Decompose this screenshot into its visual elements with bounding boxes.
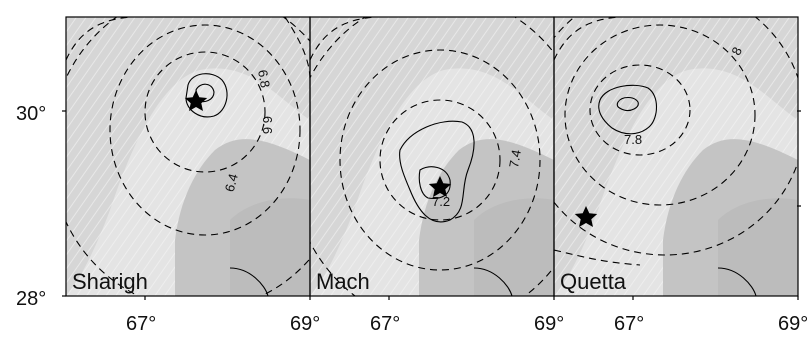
star-marker bbox=[574, 206, 598, 227]
contour-label: 7.8 bbox=[624, 132, 642, 147]
lon-tick-label: 69° bbox=[290, 313, 320, 335]
panel-label: Mach bbox=[316, 269, 370, 294]
sea-area-east bbox=[718, 198, 798, 296]
contour-label: 6.8 bbox=[255, 69, 273, 89]
map-panel-mach: 7.4 7.2 Mach bbox=[310, 17, 554, 296]
tick-marks bbox=[62, 110, 801, 300]
star-marker bbox=[428, 176, 452, 197]
lon-tick-label: 69° bbox=[534, 313, 564, 335]
lon-tick-label: 67° bbox=[126, 313, 156, 335]
lon-tick-label: 67° bbox=[370, 313, 400, 335]
dashed-contours bbox=[310, 17, 554, 296]
star-marker bbox=[184, 90, 208, 111]
panel-label: Sharigh bbox=[72, 269, 148, 294]
lat-tick-label: 28° bbox=[16, 288, 46, 310]
panel-label: Quetta bbox=[560, 269, 627, 294]
panel-frames bbox=[65, 16, 799, 297]
lat-tick-label: 30° bbox=[16, 103, 46, 125]
contour-label: 6.4 bbox=[222, 172, 241, 193]
map-panel-sharigh: 6.8 6.6 6.4 Sharigh bbox=[66, 17, 310, 296]
contour-label: 7.4 bbox=[506, 149, 524, 169]
lon-tick-label: 67° bbox=[614, 313, 644, 335]
contour-label: 7.2 bbox=[432, 194, 450, 209]
dashed-contours bbox=[554, 17, 798, 266]
map-panel-quetta: 8 7.8 Quetta bbox=[554, 17, 798, 296]
solid-contours bbox=[399, 120, 513, 296]
sea-area-east bbox=[474, 198, 554, 296]
sea-area-east bbox=[230, 198, 310, 296]
solid-contours bbox=[598, 84, 757, 296]
lon-tick-label: 69° bbox=[778, 313, 808, 335]
contour-label: 6.6 bbox=[260, 116, 275, 134]
